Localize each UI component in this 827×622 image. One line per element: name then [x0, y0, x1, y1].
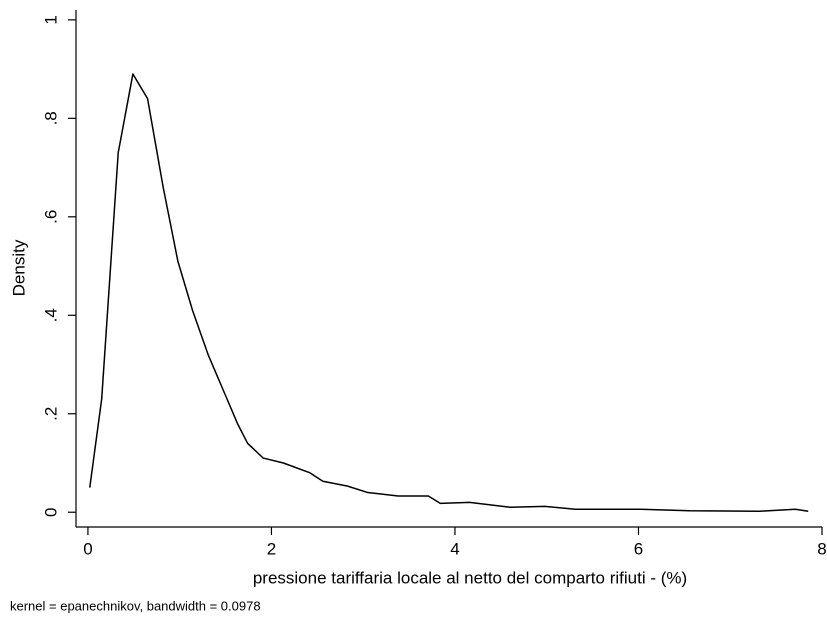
- y-tick-label: .8: [41, 111, 60, 125]
- y-tick-label: 0: [41, 507, 60, 516]
- y-axis-title: Density: [9, 239, 28, 296]
- x-axis-title: pressione tariffaria locale al netto del…: [253, 568, 687, 587]
- y-tick-label: .4: [41, 308, 60, 322]
- x-tick-label: 6: [634, 539, 643, 558]
- y-tick-label: 1: [41, 15, 60, 24]
- x-tick-label: 4: [450, 539, 459, 558]
- density-line: [89, 73, 809, 512]
- x-tick-label: 2: [267, 539, 276, 558]
- y-tick-label: .2: [41, 407, 60, 421]
- x-tick-label: 0: [83, 539, 92, 558]
- x-tick-label: 8: [817, 539, 826, 558]
- note: kernel = epanechnikov, bandwidth = 0.097…: [10, 598, 261, 613]
- y-tick-label: .6: [41, 210, 60, 224]
